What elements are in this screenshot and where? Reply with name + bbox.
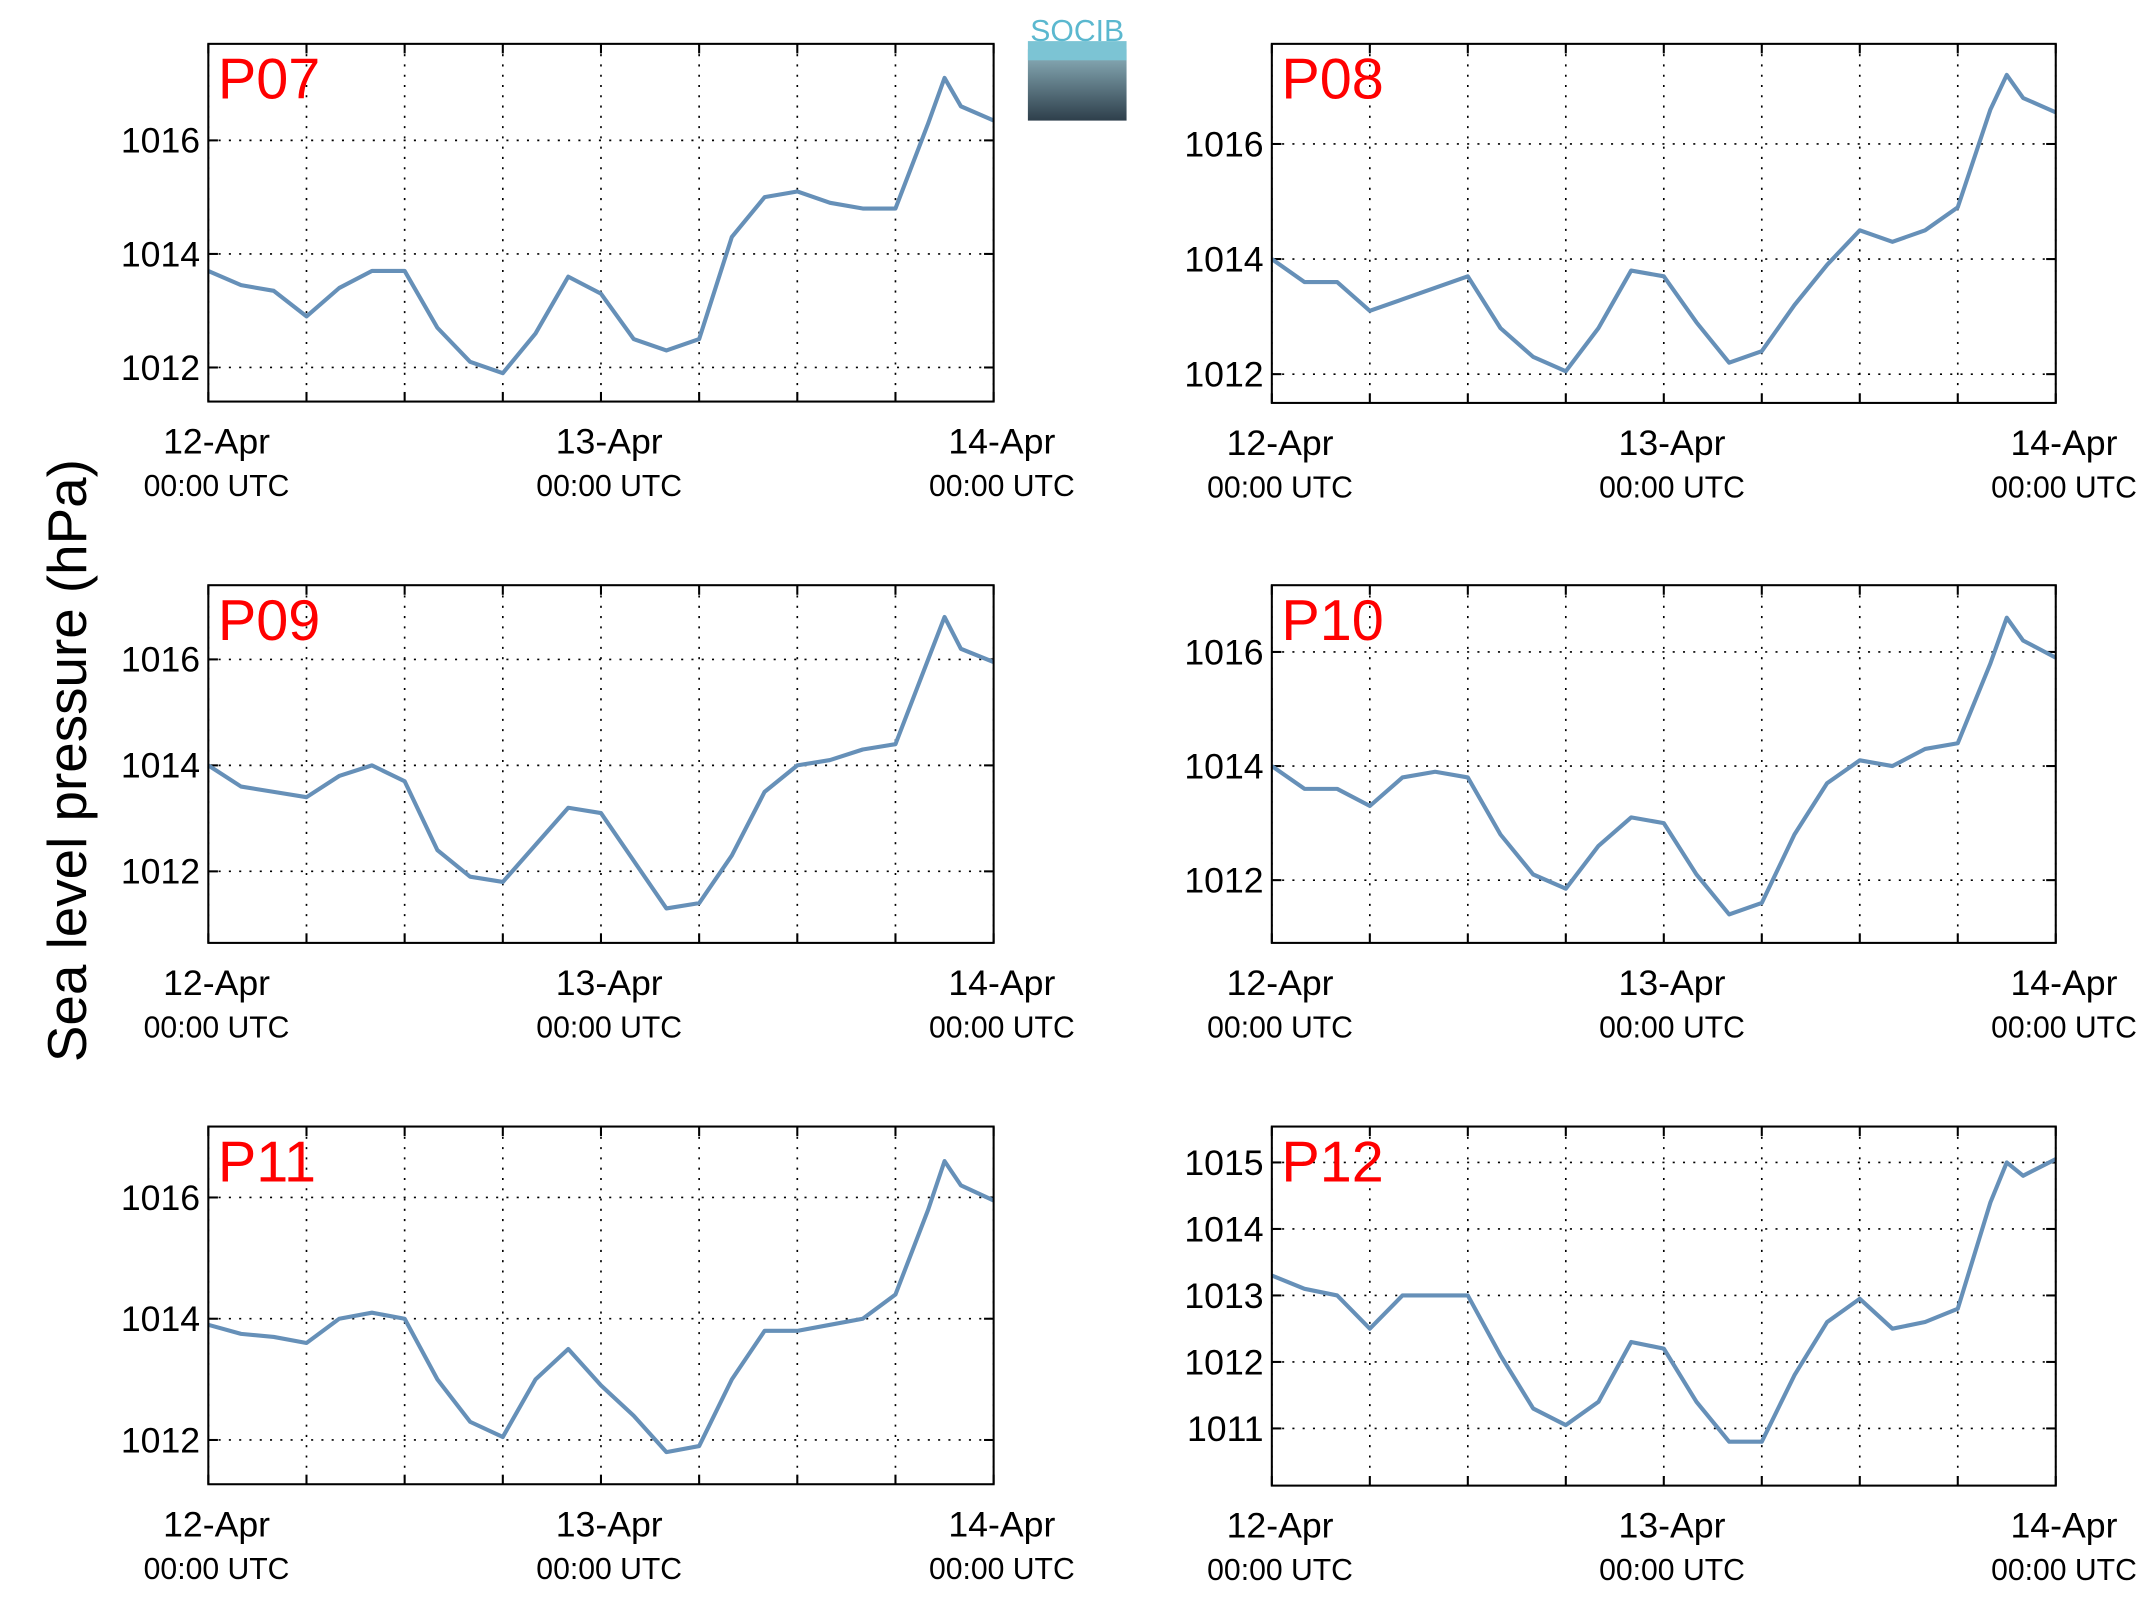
panel: 12-Apr 00:00 UTC 13-Apr 00:00 UTC 14-Apr 00:0… (1184, 1125, 2137, 1587)
x-tick-label: 13-Apr (1619, 963, 1726, 1003)
x-tick-label: 13-Apr (1619, 423, 1726, 463)
panel-title: P10 (1281, 589, 1383, 653)
y-tick-label: 1012 (121, 348, 200, 388)
y-tick-label: 1014 (121, 1299, 200, 1339)
y-tick-label: 1016 (121, 1178, 200, 1218)
plot-frame (1270, 1125, 2057, 1487)
x-tick-label: 00:00 UTC (1207, 1554, 1353, 1587)
y-tick-label: 1014 (121, 746, 200, 786)
x-tick-label: 00:00 UTC (1207, 471, 1353, 504)
y-tick-label: 1016 (121, 121, 200, 161)
panel-title: P09 (218, 589, 320, 653)
x-tick-label: 00:00 UTC (1207, 1011, 1353, 1044)
panel-title: P08 (1281, 48, 1383, 112)
panel-title: P07 (218, 48, 320, 112)
x-tick-label: 12-Apr (163, 422, 270, 462)
panel: 12-Apr 00:00 UTC 13-Apr 00:00 UTC 14-Apr 00:0… (121, 584, 1075, 1044)
x-tick-label: 12-Apr (1227, 1506, 1334, 1546)
y-tick-label: 1012 (1184, 1342, 1263, 1382)
x-tick-label: 13-Apr (556, 963, 663, 1003)
y-tick-label: 1012 (1184, 354, 1263, 394)
logo: SOCIB (1027, 15, 1127, 121)
panel-title: P12 (1281, 1130, 1383, 1194)
plot-frame (1270, 584, 2057, 944)
x-tick-label: 12-Apr (163, 1504, 270, 1544)
x-tick-label: 00:00 UTC (536, 1011, 682, 1044)
x-tick-label: 12-Apr (1227, 963, 1334, 1003)
x-tick-label: 00:00 UTC (1991, 471, 2137, 504)
x-tick-label: 00:00 UTC (536, 470, 682, 503)
panel-title: P11 (218, 1130, 316, 1194)
series-line (1270, 615, 2057, 917)
series-line (207, 75, 995, 376)
panel: 12-Apr 00:00 UTC 13-Apr 00:00 UTC 14-Apr 00:0… (121, 1125, 1075, 1586)
x-tick-label: 13-Apr (556, 1504, 663, 1544)
y-tick-label: 1015 (1184, 1143, 1263, 1183)
series-line (1271, 1157, 2057, 1444)
x-tick-label: 00:00 UTC (1991, 1554, 2137, 1587)
plot-frame (207, 42, 995, 403)
panel: 12-Apr 00:00 UTC 13-Apr 00:00 UTC 14-Apr 00:0… (1184, 42, 2137, 504)
x-tick-label: 13-Apr (1619, 1506, 1726, 1546)
y-tick-label: 1014 (1184, 746, 1263, 786)
x-tick-label: 14-Apr (948, 963, 1055, 1003)
y-tick-label: 1012 (1184, 860, 1263, 900)
logo-text: SOCIB (1030, 15, 1124, 48)
x-tick-label: 12-Apr (163, 963, 270, 1003)
series-line (1270, 72, 2057, 374)
series-line (207, 1159, 995, 1455)
x-tick-label: 14-Apr (2011, 1506, 2118, 1546)
plot-frame (1270, 42, 2057, 404)
y-tick-label: 1016 (1184, 632, 1263, 672)
x-tick-label: 14-Apr (948, 422, 1055, 462)
y-axis-label: Sea level pressure (hPa) (36, 459, 98, 1062)
y-tick-label: 1011 (1187, 1409, 1264, 1449)
x-tick-label: 00:00 UTC (1991, 1011, 2137, 1044)
x-tick-label: 00:00 UTC (536, 1553, 682, 1586)
y-tick-label: 1016 (121, 640, 200, 680)
x-tick-label: 00:00 UTC (1599, 1011, 1745, 1044)
y-tick-label: 1014 (1184, 239, 1263, 279)
x-tick-label: 14-Apr (2011, 423, 2118, 463)
y-tick-label: 1012 (121, 1420, 200, 1460)
x-tick-label: 14-Apr (2011, 963, 2118, 1003)
x-tick-label: 00:00 UTC (144, 470, 290, 503)
x-tick-label: 00:00 UTC (929, 1011, 1075, 1044)
x-tick-label: 14-Apr (948, 1504, 1055, 1544)
y-tick-label: 1012 (121, 852, 200, 892)
series-line (207, 614, 995, 911)
logo-wave (1027, 41, 1127, 61)
x-tick-label: 00:00 UTC (144, 1011, 290, 1044)
y-tick-label: 1013 (1184, 1276, 1263, 1316)
panel: 12-Apr 00:00 UTC 13-Apr 00:00 UTC 14-Apr 00:0… (1184, 584, 2137, 1044)
logo-box (1027, 49, 1127, 121)
x-tick-label: 00:00 UTC (144, 1553, 290, 1586)
x-tick-label: 00:00 UTC (929, 470, 1075, 503)
x-tick-label: 00:00 UTC (929, 1553, 1075, 1586)
panel: 12-Apr 00:00 UTC 13-Apr 00:00 UTC 14-Apr 00:0… (121, 42, 1075, 503)
x-tick-label: 12-Apr (1227, 423, 1334, 463)
y-tick-label: 1014 (121, 234, 200, 274)
plot-frame (207, 1125, 995, 1486)
plot-frame (207, 584, 995, 944)
y-tick-label: 1016 (1184, 124, 1263, 164)
x-tick-label: 00:00 UTC (1599, 471, 1745, 504)
x-tick-label: 13-Apr (556, 422, 663, 462)
y-tick-label: 1014 (1184, 1209, 1263, 1249)
x-tick-label: 00:00 UTC (1599, 1554, 1745, 1587)
